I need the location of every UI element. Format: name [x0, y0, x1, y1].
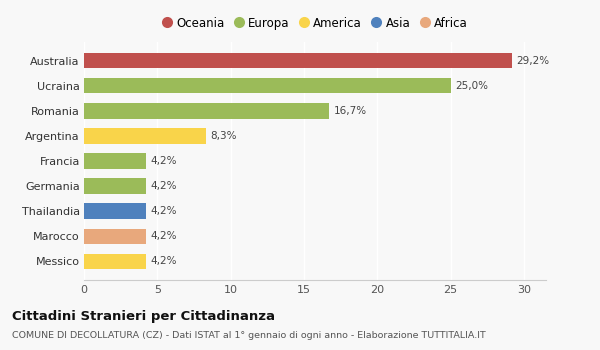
Text: COMUNE DI DECOLLATURA (CZ) - Dati ISTAT al 1° gennaio di ogni anno - Elaborazion: COMUNE DI DECOLLATURA (CZ) - Dati ISTAT …: [12, 331, 486, 340]
Bar: [84, 78, 451, 93]
Text: Cittadini Stranieri per Cittadinanza: Cittadini Stranieri per Cittadinanza: [12, 310, 275, 323]
Bar: [84, 128, 206, 144]
Text: 4,2%: 4,2%: [150, 257, 176, 266]
Bar: [84, 203, 146, 219]
Text: 29,2%: 29,2%: [517, 56, 550, 65]
Text: 8,3%: 8,3%: [210, 131, 236, 141]
Text: 16,7%: 16,7%: [334, 106, 367, 116]
Legend: Oceania, Europa, America, Asia, Africa: Oceania, Europa, America, Asia, Africa: [157, 12, 473, 35]
Text: 4,2%: 4,2%: [150, 156, 176, 166]
Bar: [84, 229, 146, 244]
Text: 4,2%: 4,2%: [150, 231, 176, 241]
Text: 4,2%: 4,2%: [150, 181, 176, 191]
Text: 25,0%: 25,0%: [455, 81, 488, 91]
Bar: [84, 254, 146, 269]
Bar: [84, 178, 146, 194]
Bar: [84, 53, 512, 68]
Bar: [84, 103, 329, 119]
Bar: [84, 153, 146, 169]
Text: 4,2%: 4,2%: [150, 206, 176, 216]
